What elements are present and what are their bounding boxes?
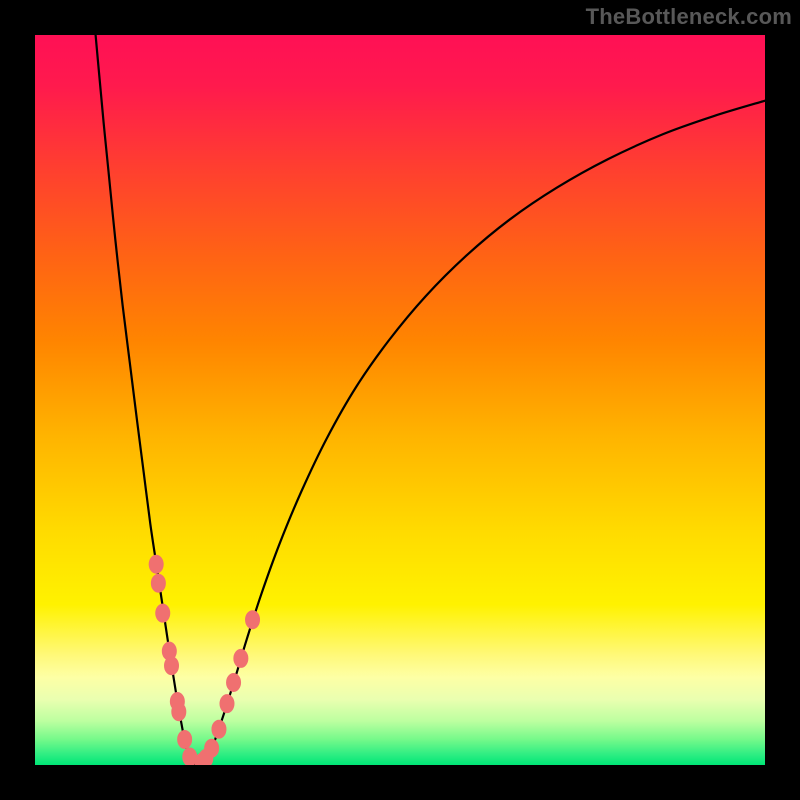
marker-right <box>220 695 234 713</box>
marker-left <box>178 730 192 748</box>
marker-left <box>149 555 163 573</box>
marker-left <box>183 748 197 765</box>
marker-right <box>234 649 248 667</box>
marker-right <box>227 674 241 692</box>
marker-right <box>205 739 219 757</box>
marker-right <box>246 611 260 629</box>
gradient-background <box>35 35 765 765</box>
marker-right <box>212 720 226 738</box>
chart-container: TheBottleneck.com <box>0 0 800 800</box>
plot-area <box>35 35 765 765</box>
marker-left <box>172 703 186 721</box>
marker-left <box>151 574 165 592</box>
marker-left <box>165 657 179 675</box>
chart-svg <box>35 35 765 765</box>
marker-left <box>156 604 170 622</box>
watermark-text: TheBottleneck.com <box>586 4 792 30</box>
